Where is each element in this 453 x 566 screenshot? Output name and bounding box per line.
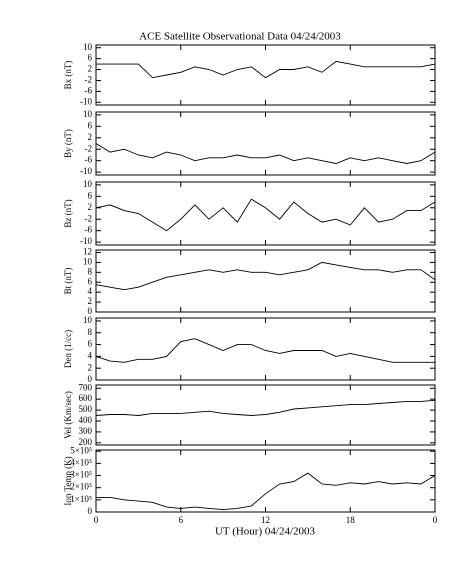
y-tick-label: 2 [88, 202, 93, 212]
y-tick-label: 4×10⁵ [70, 457, 92, 467]
y-tick-label: 2 [88, 362, 93, 372]
y-tick-label: 10 [83, 315, 93, 325]
y-tick-label: 400 [79, 415, 93, 425]
y-tick-label: 2 [88, 132, 93, 142]
data-line [95, 399, 436, 416]
y-axis-label: By (nT) [63, 129, 73, 158]
y-tick-label: 3×10⁵ [70, 470, 92, 480]
y-tick-label: 6 [88, 120, 93, 130]
y-tick-label: 6 [88, 276, 93, 286]
y-tick-label: 700 [79, 382, 93, 392]
x-tick-label: 0 [433, 515, 438, 525]
y-tick-label: 2×10⁵ [70, 482, 92, 492]
y-tick-label: 1×10⁵ [70, 494, 92, 504]
y-tick-label: 12 [83, 247, 92, 257]
x-tick-label: 0 [94, 515, 99, 525]
y-tick-label: -10 [80, 166, 92, 176]
y-axis-label: Vel (Km/sec) [63, 391, 73, 439]
y-axis-label: Bx (nT) [63, 61, 73, 90]
y-tick-label: 0 [88, 506, 93, 516]
x-axis-label: UT (Hour) 04/24/2003 [215, 526, 316, 538]
y-tick-label: 4 [88, 350, 93, 360]
y-tick-label: 10 [83, 109, 93, 119]
y-tick-label: -6 [85, 225, 93, 235]
y-tick-label: 2 [88, 64, 93, 74]
y-tick-label: 500 [79, 404, 93, 414]
y-tick-label: 0 [88, 306, 93, 316]
y-tick-label: 5×10⁵ [70, 445, 92, 455]
x-tick-label: 12 [261, 515, 270, 525]
y-tick-label: 300 [79, 426, 93, 436]
y-tick-label: 10 [83, 256, 93, 266]
data-line [96, 472, 436, 511]
data-line [96, 60, 436, 79]
y-tick-label: 4 [88, 286, 93, 296]
data-line [95, 261, 436, 291]
y-tick-label: 8 [88, 266, 93, 276]
data-line [95, 143, 436, 164]
chart-title: ACE Satellite Observational Data 04/24/2… [139, 31, 341, 43]
x-tick-label: 18 [346, 515, 356, 525]
data-line [95, 198, 436, 232]
y-tick-label: 0 [88, 374, 93, 384]
y-tick-label: -2 [85, 143, 93, 153]
y-axis-label: Ion Temp (K) [63, 456, 73, 505]
y-tick-label: 8 [88, 327, 93, 337]
data-line [95, 338, 435, 363]
y-tick-label: 200 [79, 437, 93, 447]
y-tick-label: 6 [88, 339, 93, 349]
y-tick-label: 6 [88, 53, 93, 63]
y-tick-label: 10 [83, 42, 93, 52]
y-tick-label: -10 [80, 236, 92, 246]
y-tick-label: 600 [79, 393, 93, 403]
y-tick-label: -6 [85, 155, 93, 165]
y-tick-label: 6 [88, 190, 93, 200]
y-tick-label: -6 [85, 85, 93, 95]
y-tick-label: -2 [85, 213, 93, 223]
y-tick-label: -2 [85, 75, 93, 85]
y-tick-label: 2 [88, 296, 93, 306]
y-tick-label: -10 [80, 96, 92, 106]
y-axis-label: Bt (nT) [63, 268, 73, 295]
y-axis-label: Den (1/cc) [63, 330, 73, 368]
x-tick-label: 6 [179, 515, 184, 525]
y-axis-label: Bz (nT) [63, 199, 73, 227]
y-tick-label: 10 [83, 179, 93, 189]
